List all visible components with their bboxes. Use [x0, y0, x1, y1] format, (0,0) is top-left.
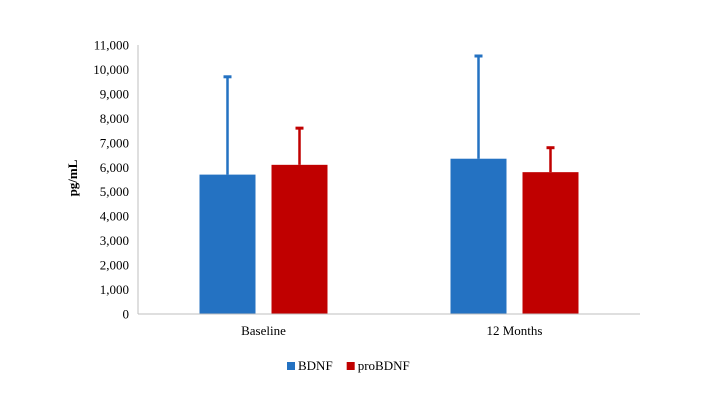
y-tick-label: 7,000	[100, 135, 129, 150]
y-tick-label: 11,000	[94, 38, 129, 53]
y-tick-label: 9,000	[100, 86, 129, 101]
y-axis-title: pg/mL	[65, 159, 80, 196]
y-tick-label: 1,000	[100, 282, 129, 297]
y-tick-label: 3,000	[100, 233, 129, 248]
y-tick-label: 0	[123, 307, 130, 322]
y-tick-label: 4,000	[100, 209, 129, 224]
x-category-label: Baseline	[241, 323, 286, 338]
legend: BDNF proBDNF	[287, 358, 410, 373]
legend-label-bdnf: BDNF	[298, 358, 333, 373]
bar-bdnf-0	[199, 174, 256, 314]
y-tick-label: 5,000	[100, 184, 129, 199]
legend-swatch-probdnf	[346, 362, 355, 370]
y-tick-label: 2,000	[100, 258, 129, 273]
y-tick-label: 10,000	[93, 62, 129, 77]
y-axis-ticks: 0 1,000 2,000 3,000 4,000 5,000 6,000 7,000 8,00…	[93, 38, 129, 322]
legend-swatch-bdnf	[287, 362, 295, 370]
error-bars	[223, 54, 555, 175]
x-category-label: 12 Months	[487, 323, 543, 338]
x-axis-categories: Baseline 12 Months	[241, 323, 542, 338]
y-tick-label: 8,000	[100, 111, 129, 126]
bar-bdnf-1	[450, 158, 507, 314]
bar-probdnf-1	[522, 172, 579, 314]
bar-probdnf-0	[271, 164, 328, 314]
y-tick-label: 6,000	[100, 160, 129, 175]
legend-label-probdnf: proBDNF	[358, 358, 410, 373]
bars	[199, 158, 579, 314]
